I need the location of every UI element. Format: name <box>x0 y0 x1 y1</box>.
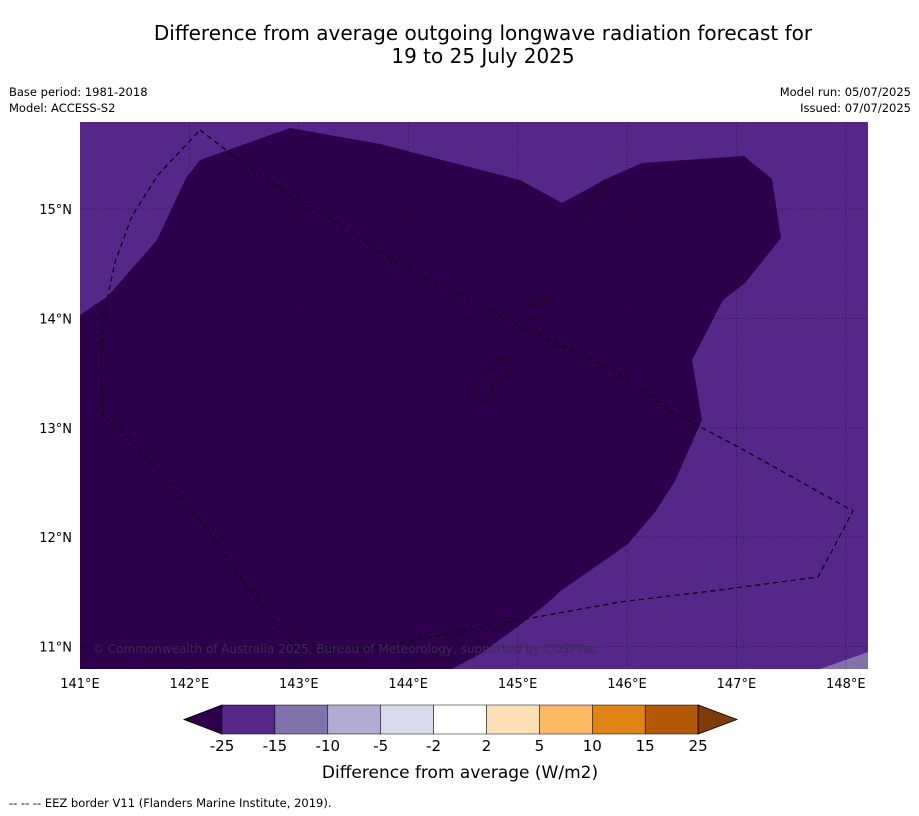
model-text: Model: ACCESS-S2 <box>9 101 116 115</box>
title-line-2: 19 to 25 July 2025 <box>391 44 575 68</box>
colorbar-segment <box>221 704 276 735</box>
colorbar-tick-label: -10 <box>316 737 341 755</box>
colorbar-tick-label: 25 <box>689 737 708 755</box>
longitude-labels: 141°E 142°E 143°E 144°E 145°E 146°E 147°E 148°E <box>60 677 865 692</box>
tinian-island <box>580 199 593 217</box>
colorbar-tick-label: -2 <box>426 737 441 755</box>
colorbar-tick-label: 2 <box>482 737 492 755</box>
map-figure: © Commonwealth of Australia 2025, Bureau… <box>39 122 868 783</box>
colorbar-tick-label: -15 <box>263 737 288 755</box>
colorbar-tick-label: -5 <box>373 737 388 755</box>
base-period-text: Base period: 1981-2018 <box>9 85 148 99</box>
colorbar-tick-label: 5 <box>535 737 545 755</box>
eez-border <box>100 129 854 653</box>
model-run-text: Model run: 05/07/2025 <box>779 85 911 99</box>
graticule <box>80 122 868 669</box>
colorbar-segment <box>539 704 593 735</box>
saipan-island <box>593 179 608 197</box>
latitude-labels: 15°N 14°N 13°N 12°N 11°N <box>39 203 72 656</box>
region-below-minus25 <box>80 128 781 669</box>
colorbar-extend-high <box>697 704 739 735</box>
colorbar-segment <box>644 704 699 735</box>
colorbar-segment <box>592 704 646 735</box>
latitude-label: 15°N <box>39 203 72 218</box>
eez-footnote: -- -- -- EEZ border V11 (Flanders Marine… <box>9 796 332 810</box>
latitude-label: 11°N <box>39 641 72 656</box>
title-line-1: Difference from average outgoing longwav… <box>153 21 813 45</box>
rota-island <box>531 296 551 308</box>
guam-island <box>476 357 513 403</box>
colorbar-segment <box>327 704 381 735</box>
meta-left: Base period: 1981-2018 Model: ACCESS-S2 <box>9 84 148 116</box>
colorbar-tick-label: 10 <box>583 737 602 755</box>
longitude-label: 146°E <box>607 677 647 692</box>
aguijan-islet <box>576 221 582 227</box>
longitude-label: 144°E <box>388 677 428 692</box>
colorbar-segment <box>433 704 487 735</box>
region-minus15-to-minus10 <box>820 652 868 669</box>
colorbar-label: Difference from average (W/m2) <box>322 763 598 783</box>
longitude-label: 142°E <box>170 677 210 692</box>
longitude-label: 141°E <box>60 677 100 692</box>
colorbar: -25 -15 -10 -5 -2 2 5 10 15 25 <box>182 704 739 755</box>
latitude-label: 12°N <box>39 531 72 546</box>
colorbar-extend-low <box>182 704 223 735</box>
issued-text: Issued: 07/07/2025 <box>800 101 911 115</box>
colorbar-segment <box>274 704 329 735</box>
copyright-text: © Commonwealth of Australia 2025, Bureau… <box>92 642 597 656</box>
longitude-label: 148°E <box>826 677 866 692</box>
chart-title: Difference from average outgoing longwav… <box>60 22 906 68</box>
longitude-label: 145°E <box>498 677 538 692</box>
longitude-label: 147°E <box>717 677 757 692</box>
colorbar-segment <box>486 704 540 735</box>
latitude-label: 13°N <box>39 422 72 437</box>
meta-right: Model run: 05/07/2025 Issued: 07/07/2025 <box>780 84 911 116</box>
colorbar-tick-label: -25 <box>210 737 235 755</box>
map-panel: © Commonwealth of Australia 2025, Bureau… <box>80 122 868 669</box>
colorbar-segment <box>380 704 434 735</box>
latitude-label: 14°N <box>39 312 72 327</box>
colorbar-tick-label: 15 <box>636 737 655 755</box>
longitude-label: 143°E <box>279 677 319 692</box>
